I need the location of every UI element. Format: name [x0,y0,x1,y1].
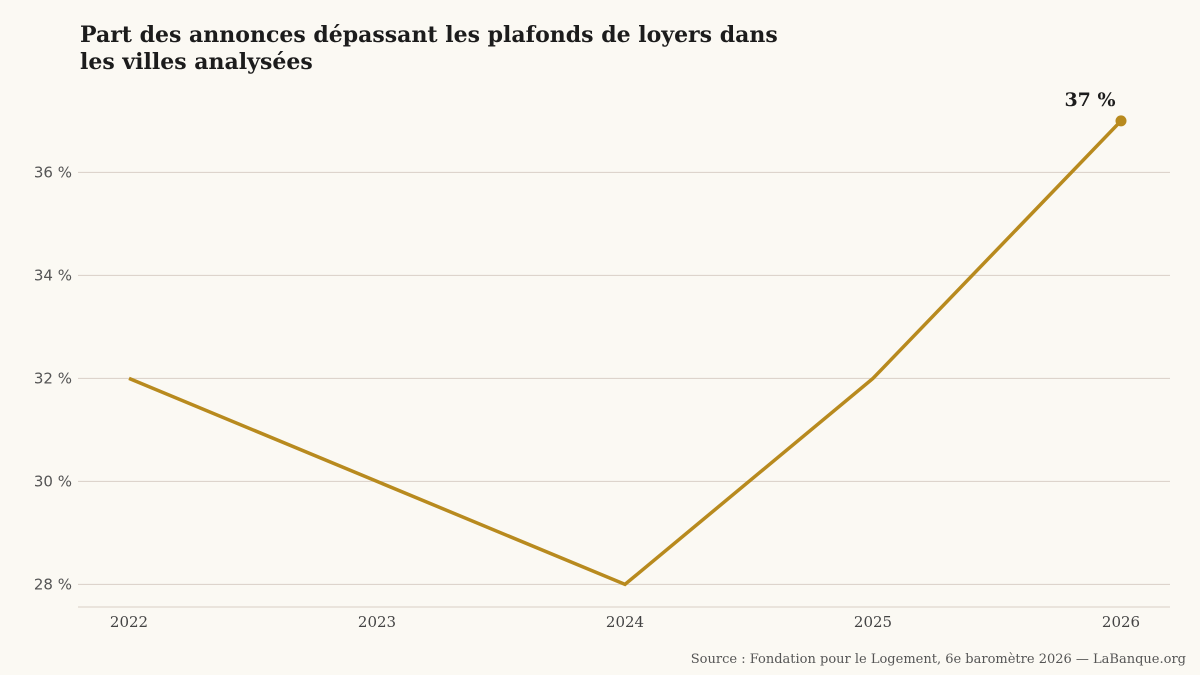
source-note: Source : Fondation pour le Logement, 6e … [690,652,1186,667]
data-labels: 37 % [1064,89,1115,111]
gridlines [78,171,1170,585]
end-value-label: 37 % [1064,89,1115,111]
y-tick-label-34: 34 % [34,266,72,284]
y-axis: 28 % 30 % 32 % 34 % 36 % [34,163,72,593]
y-tick-label-28: 28 % [34,575,72,593]
x-tick-label-2024: 2024 [606,613,644,631]
chart-title-line-2: les villes analysées [80,49,313,75]
x-tick-label-2025: 2025 [854,613,892,631]
x-axis: 2022 2023 2024 2025 2026 [110,613,1140,631]
chart-title: Part des annonces dépassant les plafonds… [80,22,840,76]
series-layer [128,115,1127,587]
y-tick-label-36: 36 % [34,163,72,181]
chart-title-line-1: Part des annonces dépassant les plafonds… [80,22,778,48]
y-tick-label-32: 32 % [34,369,72,387]
series-line [128,119,1123,587]
x-tick-label-2023: 2023 [358,613,396,631]
x-tick-label-2026: 2026 [1102,613,1140,631]
x-tick-label-2022: 2022 [110,613,148,631]
end-point-marker [1115,115,1127,127]
y-tick-label-30: 30 % [34,472,72,490]
